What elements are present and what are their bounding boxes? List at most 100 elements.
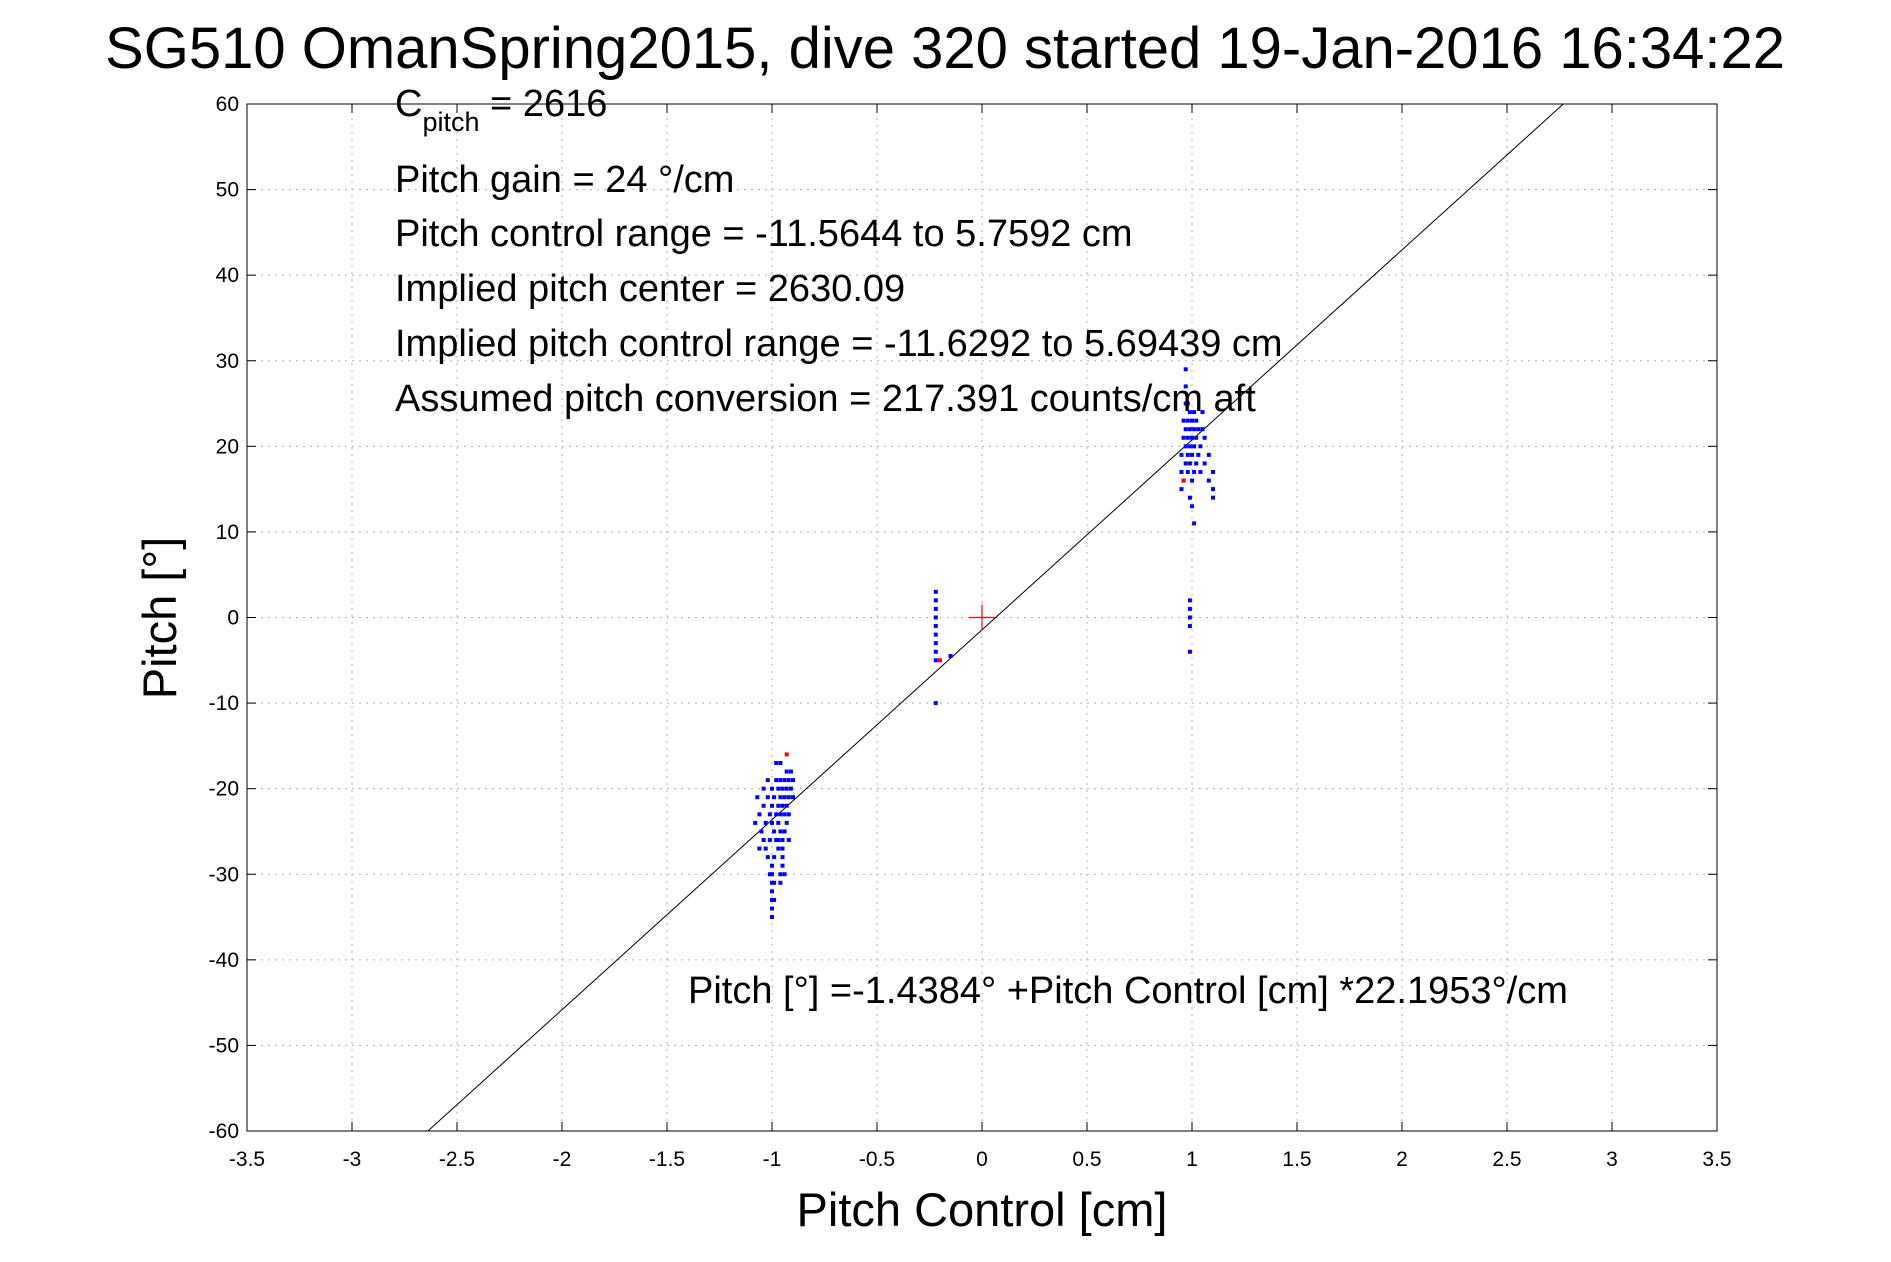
data-point [757,812,762,817]
x-tick-label: -3.5 [229,1148,265,1171]
y-tick-label: -40 [209,949,239,972]
fit-line [427,103,1564,1132]
data-point [786,795,791,800]
data-point [770,889,774,894]
data-point [767,838,772,843]
data-point [772,897,777,902]
data-point [774,838,779,843]
data-point [776,820,781,825]
data-point [1192,410,1197,415]
data-point [1179,487,1184,492]
data-point [780,838,785,843]
data-point [774,812,779,817]
data-point [1187,649,1192,654]
x-tick-label: -0.5 [859,1148,895,1171]
data-point [791,795,795,800]
data-point [1192,444,1197,449]
data-point [933,589,938,594]
data-point [755,795,760,800]
data-point [1183,444,1188,449]
data-point [1190,504,1194,509]
data-point [770,915,774,920]
data-point [767,872,772,877]
data-point [770,820,774,825]
fit-line-group [427,103,1564,1132]
data-point [1192,427,1197,432]
data-point [1194,418,1199,423]
data-point [757,846,762,851]
data-point [778,829,783,834]
x-tick-label: -1.5 [649,1148,685,1171]
data-point [776,846,781,851]
data-point [1187,624,1192,629]
data-point [1187,615,1192,620]
data-point [778,872,783,877]
annotation-pitch-control-range: Pitch control range = -11.5644 to 5.7592… [395,213,1133,255]
data-point [1187,598,1192,603]
annotation-block: Cpitch = 2616 Pitch gain = 24 °/cm Pitch… [395,83,1283,420]
data-point [778,760,783,765]
x-tick-label: -3 [343,1148,362,1171]
data-point [1206,452,1211,457]
data-point [1190,435,1194,440]
data-point [761,838,766,843]
data-point [948,654,953,659]
data-point [1202,435,1207,440]
grid-lines [247,104,1717,1131]
data-point [772,829,777,834]
data-point [778,795,783,800]
data-point [1187,495,1192,500]
data-point [767,812,772,817]
data-point [770,897,774,902]
data-point [933,649,938,654]
data-point [1206,478,1211,483]
data-point [782,829,787,834]
data-point [1200,410,1205,415]
data-point [1194,435,1199,440]
y-tick-label: 40 [216,264,239,287]
data-point [791,778,795,783]
data-point [1198,444,1203,449]
data-point [782,778,787,783]
y-tick-label: -20 [209,778,239,801]
data-point [1187,606,1192,611]
data-point [784,803,789,808]
x-tick-label: -2 [553,1148,572,1171]
annotation-assumed-pitch-conversion: Assumed pitch conversion = 217.391 count… [395,378,1256,420]
data-point [782,812,787,817]
data-point [933,615,938,620]
data-point [772,880,777,885]
data-point [778,812,783,817]
data-point [759,829,764,834]
x-axis-ticks: -3.5 -3 -2.5 -2 -1.5 -1 -0.5 0 0.5 1 1.5 2 2.5 3 3.5 [229,104,1732,1171]
data-point [1190,478,1194,483]
data-point [753,820,758,825]
highlight-data-point [938,658,942,663]
annotation-cpitch-subscript: pitch [422,107,479,137]
y-tick-label: -60 [209,1120,239,1143]
data-point [1187,427,1192,432]
data-point [784,786,789,791]
x-tick-label: 3.5 [1702,1148,1731,1171]
data-point [763,820,768,825]
y-tick-label: 60 [216,93,239,116]
data-point [1200,427,1205,432]
data-point [780,863,785,868]
x-axis-label: Pitch Control [cm] [797,1183,1168,1236]
y-tick-label: -30 [209,863,239,886]
data-point [770,786,774,791]
data-point [1211,487,1215,492]
data-point [770,863,774,868]
data-point [933,598,938,603]
data-point [784,820,789,825]
y-tick-label: 0 [227,607,239,630]
data-point [774,778,779,783]
data-point [1185,452,1190,457]
x-tick-label: 2.5 [1492,1148,1521,1171]
data-point [788,786,793,791]
fit-equation-annotation: Pitch [°] =-1.4384° +Pitch Control [cm] … [688,970,1568,1012]
data-point [1202,461,1207,466]
data-point [1192,521,1197,526]
data-point [1187,461,1192,466]
